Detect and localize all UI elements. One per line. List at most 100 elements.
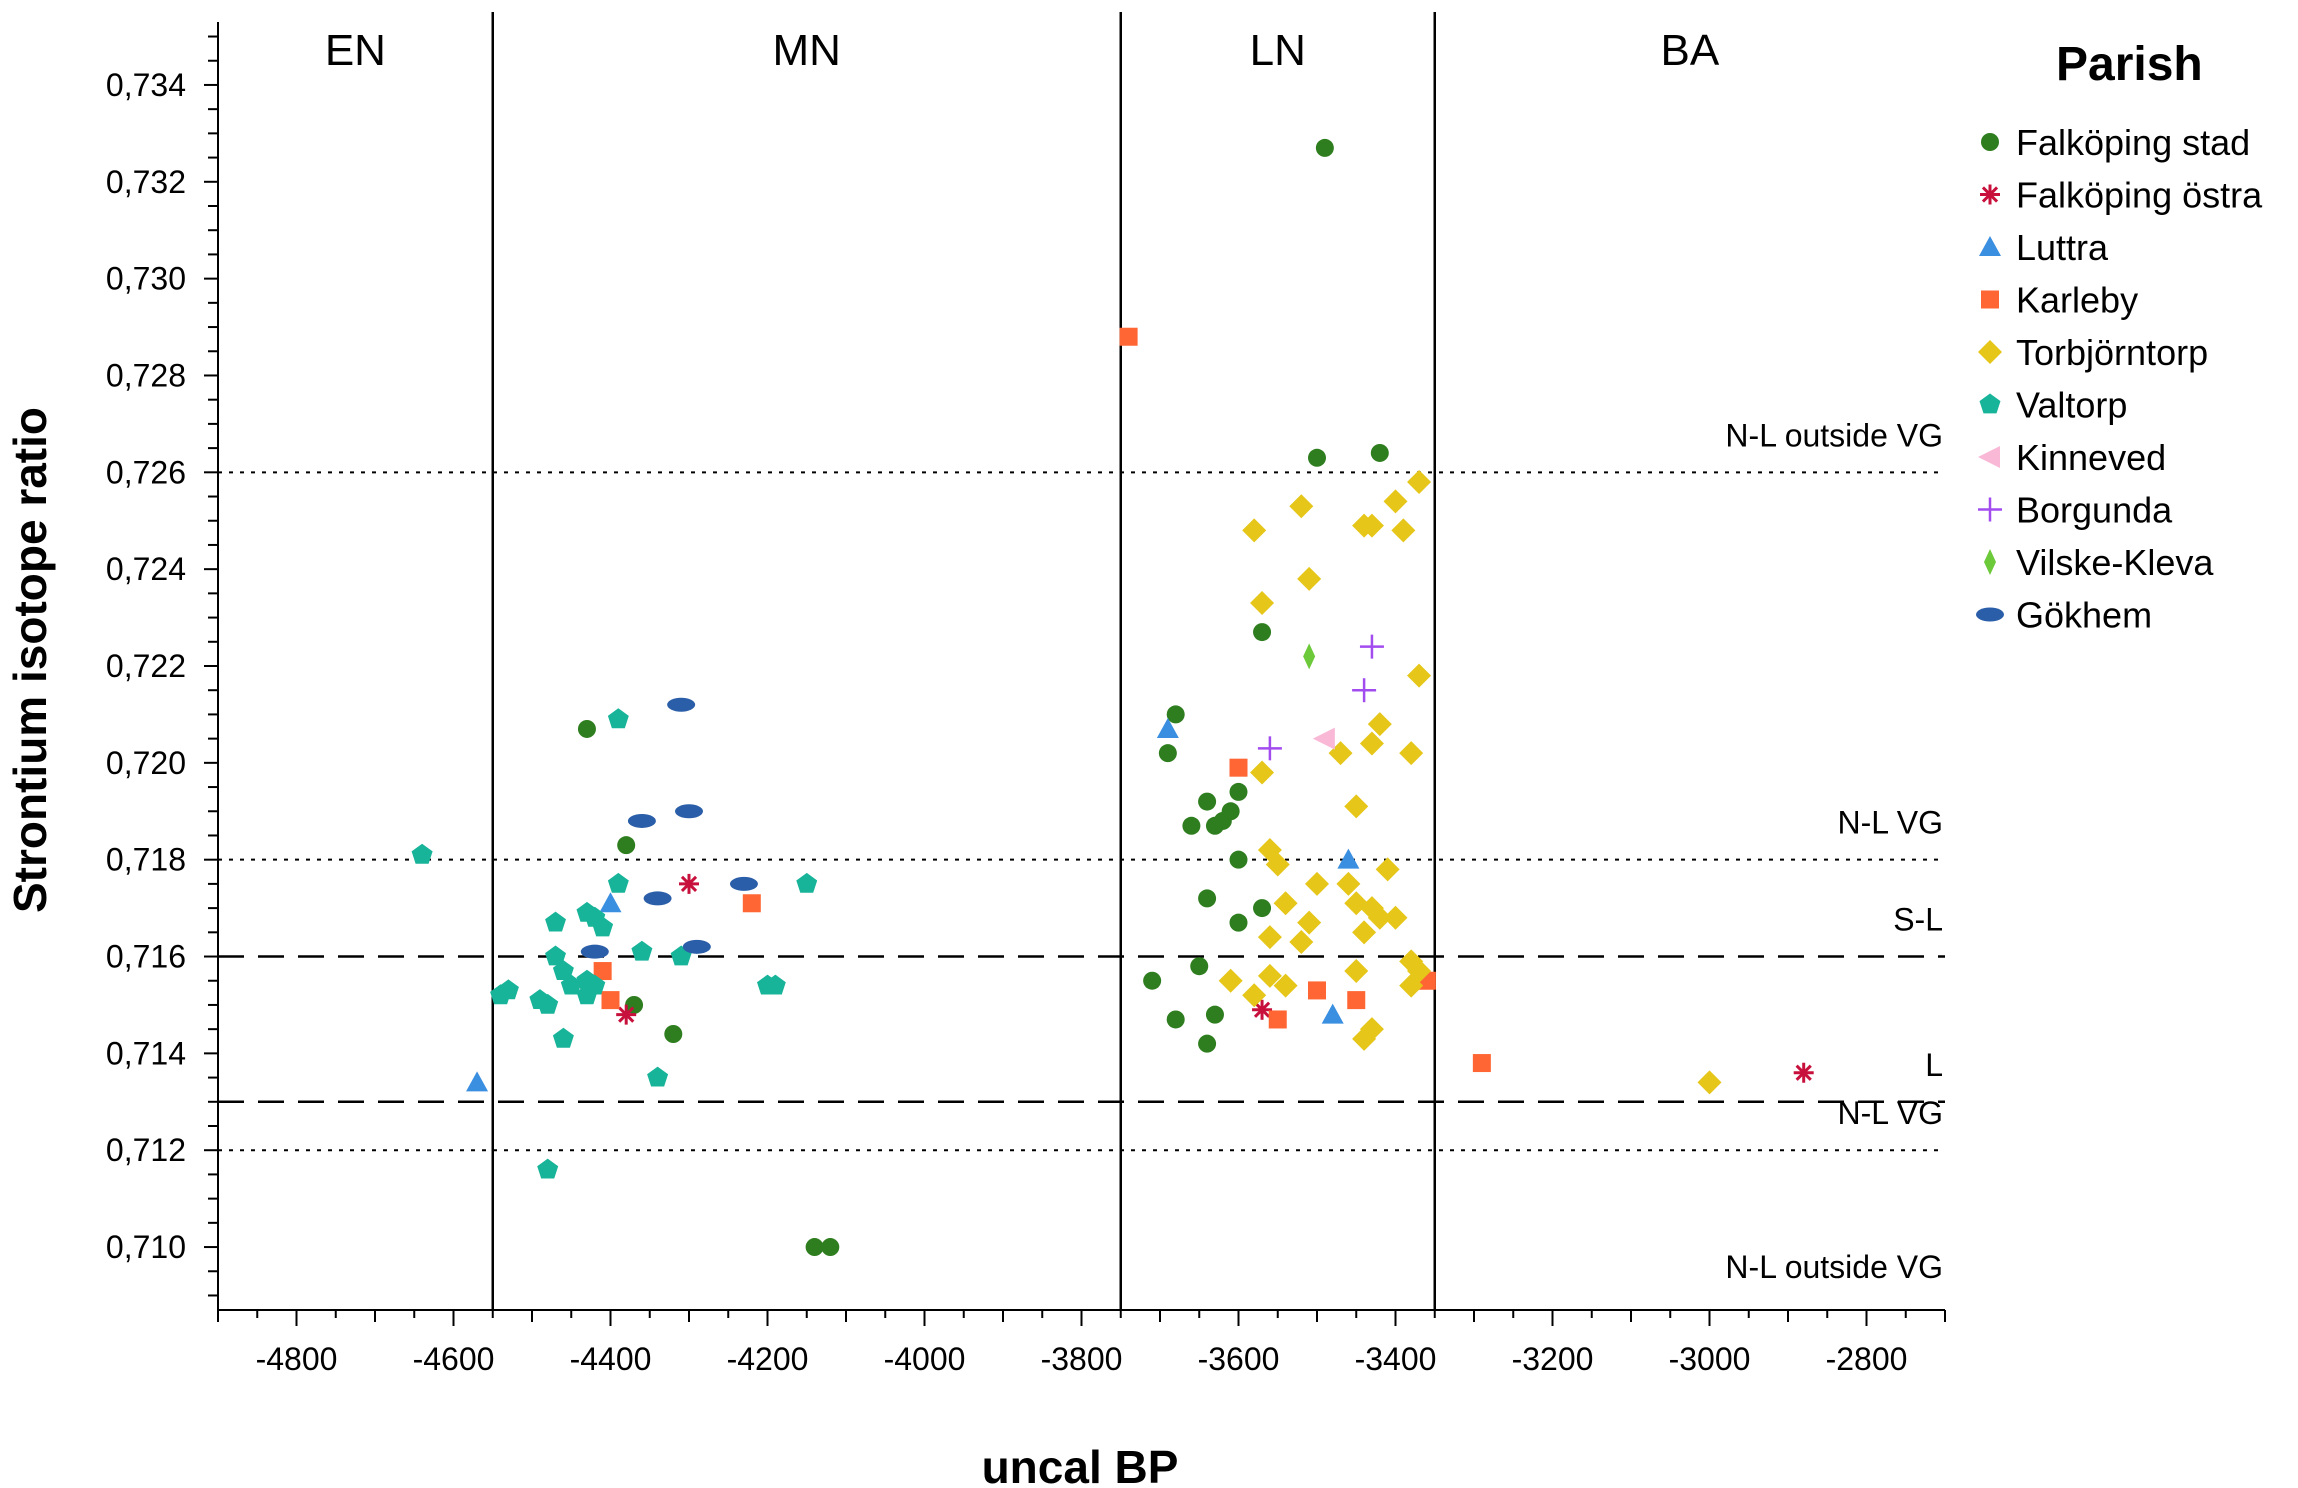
y-tick-label: 0,730 [106,261,186,297]
data-point-luttra [466,1071,489,1092]
reference-line-label: N-L outside VG [1725,1249,1943,1285]
data-point-falk-ping-stra [1793,1062,1814,1083]
data-point-falk-ping-stad [1229,850,1248,869]
data-point-g-khem [627,813,656,828]
data-point-torbj-rntorp [1367,712,1392,737]
data-point-torbj-rntorp [1250,591,1275,616]
data-point-borgunda [1359,634,1384,659]
x-tick-label: -3000 [1669,1341,1751,1377]
period-label-en: EN [325,26,386,75]
legend: Parish Falköping stad Falköping östra Luttr… [1976,38,2263,636]
data-point-g-khem [675,804,703,819]
data-point-torbj-rntorp [1273,973,1298,998]
data-point-valtorp [764,974,786,995]
data-point-valtorp [576,984,598,1005]
legend-marker-falk-ping-stra [1980,184,2000,205]
data-point-falk-ping-stad [1308,448,1326,467]
data-point-kinneved [1312,727,1335,750]
data-point-falk-ping-stad [617,836,636,855]
reference-line-label: N-L outside VG [1725,417,1943,453]
x-tick-label: -3200 [1512,1341,1594,1377]
data-point-valtorp [537,1158,559,1179]
x-tick-label: -4400 [570,1341,652,1377]
data-point-g-khem [580,944,609,959]
data-point-torbj-rntorp [1399,741,1424,766]
data-point-falk-ping-stad [1229,782,1248,801]
legend-label-luttra: Luttra [2016,227,2109,268]
legend-marker-karleby [1981,290,1999,309]
data-point-falk-ping-stad [1166,705,1185,724]
data-point-torbj-rntorp [1697,1070,1722,1095]
data-point-falk-ping-stad [1205,1005,1224,1024]
period-label-ba: BA [1661,26,1720,75]
data-points-layer [411,138,1814,1257]
data-point-karleby [1472,1054,1491,1073]
data-point-karleby [601,991,620,1010]
data-point-g-khem [729,876,758,891]
legend-label-falk-ping-stad: Falköping stad [2016,122,2250,163]
legend-marker-g-khem [1976,607,2004,622]
x-tick-label: -3800 [1041,1341,1123,1377]
data-point-karleby [1119,327,1138,346]
data-point-luttra [1156,717,1179,738]
data-point-falk-ping-stad [1166,1010,1185,1029]
legend-label-vilske-kleva: Vilske-Kleva [2016,542,2214,583]
labels-layer: 0,710 0,712 0,714 0,716 0,718 0,720 0,722 0,724… [106,26,1943,1377]
data-point-valtorp [490,984,512,1005]
reference-line-label: L [1925,1047,1943,1083]
data-point-torbj-rntorp [1407,470,1432,494]
data-point-falk-ping-stad [1143,971,1162,990]
data-point-torbj-rntorp [1399,973,1424,998]
data-point-falk-ping-stad [1315,138,1334,157]
data-point-torbj-rntorp [1273,891,1298,916]
data-point-karleby [742,894,761,913]
data-point-g-khem [682,939,711,954]
data-point-falk-ping-stad [577,719,596,738]
y-tick-label: 0,724 [106,551,186,587]
data-point-g-khem [643,891,672,906]
data-point-valtorp [545,911,566,932]
data-point-falk-ping-stad [805,1238,824,1257]
legend-label-valtorp: Valtorp [2016,385,2127,426]
y-tick-label: 0,718 [106,842,186,878]
data-point-falk-ping-stad [1198,792,1217,811]
data-point-valtorp [537,993,559,1014]
data-point-torbj-rntorp [1289,494,1314,519]
data-point-valtorp [796,872,818,893]
data-point-torbj-rntorp [1265,852,1290,877]
data-point-falk-ping-stad [1198,1034,1217,1053]
y-tick-label: 0,716 [106,939,186,975]
data-point-borgunda [1257,736,1282,761]
legend-marker-vilske-kleva [1984,549,1996,575]
data-point-torbj-rntorp [1359,731,1384,756]
data-point-falk-ping-stad [1190,957,1209,976]
x-tick-label: -4800 [256,1341,338,1377]
data-point-valtorp [552,960,574,980]
data-point-torbj-rntorp [1352,920,1377,945]
reference-lines-layer [218,12,1945,1310]
data-point-falk-ping-stad [1229,913,1248,932]
y-tick-label: 0,722 [106,648,186,684]
axes-layer [217,22,1945,1311]
y-axis-title: Strontium isotope ratio [4,407,56,913]
data-point-falk-ping-stad [821,1238,840,1257]
x-tick-label: -4200 [727,1341,809,1377]
data-point-falk-ping-stra [1252,999,1273,1020]
data-point-torbj-rntorp [1289,930,1314,954]
data-point-valtorp [607,872,629,893]
data-point-torbj-rntorp [1391,518,1416,543]
y-tick-label: 0,734 [106,67,186,103]
legend-marker-torbj-rntorp [1978,340,2002,364]
data-point-valtorp [545,945,566,966]
data-point-falk-ping-stra [679,873,699,894]
x-tick-label: -3600 [1198,1341,1280,1377]
data-point-torbj-rntorp [1297,566,1322,591]
y-tick-label: 0,732 [106,164,186,200]
data-point-falk-ping-stad [1253,899,1272,918]
legend-title: Parish [2056,38,2203,91]
legend-marker-valtorp [1979,393,2001,414]
data-point-valtorp [411,843,433,864]
y-tick-label: 0,712 [106,1132,186,1168]
legend-label-kinneved: Kinneved [2016,437,2166,478]
